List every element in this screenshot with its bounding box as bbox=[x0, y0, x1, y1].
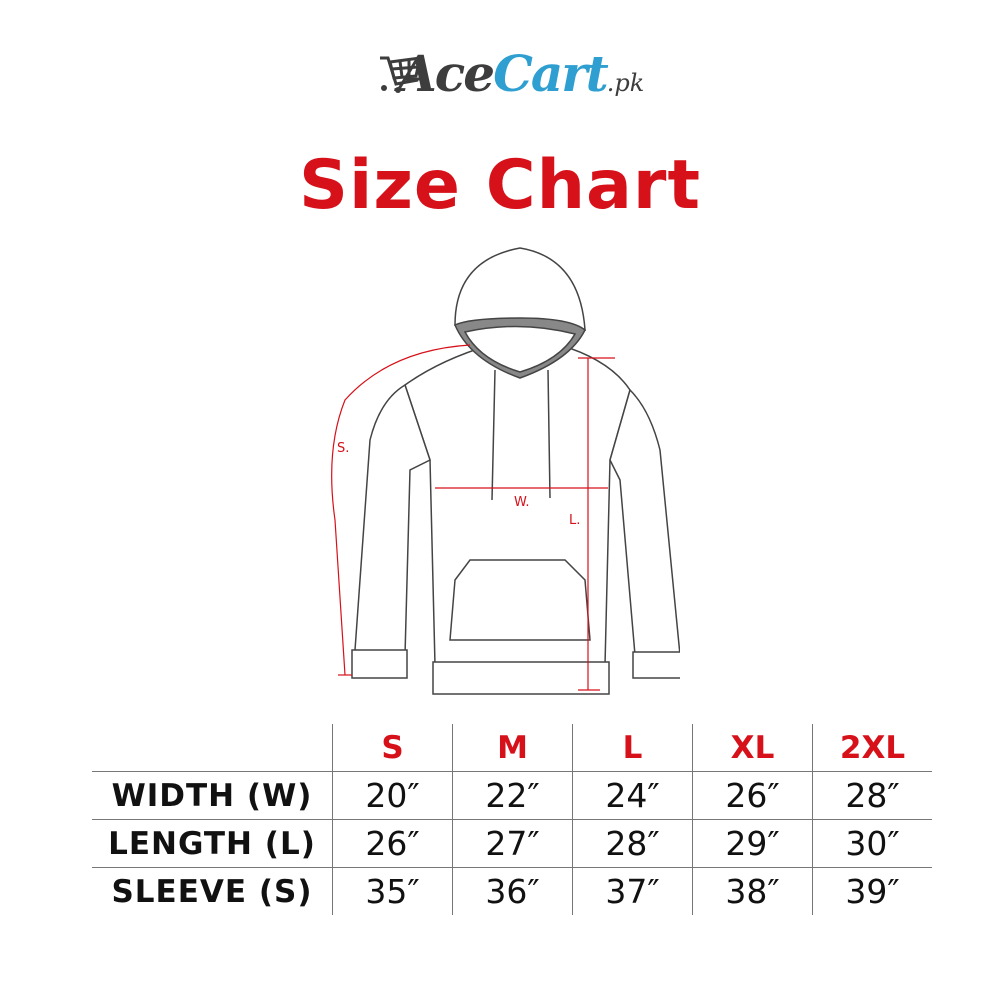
table-cell: 39″ bbox=[812, 868, 932, 915]
brand-name: AceCart.pk bbox=[398, 44, 645, 103]
table-cell: 38″ bbox=[692, 868, 812, 915]
hoodie-diagram: S. W. L. bbox=[331, 247, 680, 695]
size-table: S M L XL 2XL WIDTH (W) 20″ 22″ 24″ 26″ 2… bbox=[92, 724, 932, 915]
table-cell: 30″ bbox=[812, 820, 932, 867]
header-size-s: S bbox=[332, 724, 452, 771]
table-cell: 20″ bbox=[332, 772, 452, 819]
shopping-cart-icon bbox=[380, 56, 422, 93]
brand-logo: AceCart.pk bbox=[378, 44, 668, 114]
header-size-2xl: 2XL bbox=[812, 724, 932, 771]
width-label: W. bbox=[514, 495, 530, 510]
table-cell: 24″ bbox=[572, 772, 692, 819]
table-row: SLEEVE (S) 35″ 36″ 37″ 38″ 39″ bbox=[92, 868, 932, 915]
table-row: LENGTH (L) 26″ 27″ 28″ 29″ 30″ bbox=[92, 820, 932, 868]
header-empty bbox=[92, 724, 332, 771]
header-size-m: M bbox=[452, 724, 572, 771]
table-cell: 28″ bbox=[572, 820, 692, 867]
table-cell: 28″ bbox=[812, 772, 932, 819]
table-row: WIDTH (W) 20″ 22″ 24″ 26″ 28″ bbox=[92, 772, 932, 820]
table-header-row: S M L XL 2XL bbox=[92, 724, 932, 772]
table-cell: 26″ bbox=[692, 772, 812, 819]
table-cell: 22″ bbox=[452, 772, 572, 819]
table-cell: 26″ bbox=[332, 820, 452, 867]
table-cell: 36″ bbox=[452, 868, 572, 915]
table-cell: 35″ bbox=[332, 868, 452, 915]
row-label: SLEEVE (S) bbox=[111, 873, 313, 910]
table-cell: 27″ bbox=[452, 820, 572, 867]
table-cell: 37″ bbox=[572, 868, 692, 915]
row-label: LENGTH (L) bbox=[108, 825, 316, 862]
sleeve-label: S. bbox=[337, 441, 349, 456]
length-label: L. bbox=[569, 513, 580, 528]
row-label: WIDTH (W) bbox=[111, 777, 313, 814]
table-cell: 29″ bbox=[692, 820, 812, 867]
header-size-l: L bbox=[572, 724, 692, 771]
header-size-xl: XL bbox=[692, 724, 812, 771]
page-title: Size Chart bbox=[299, 146, 701, 225]
